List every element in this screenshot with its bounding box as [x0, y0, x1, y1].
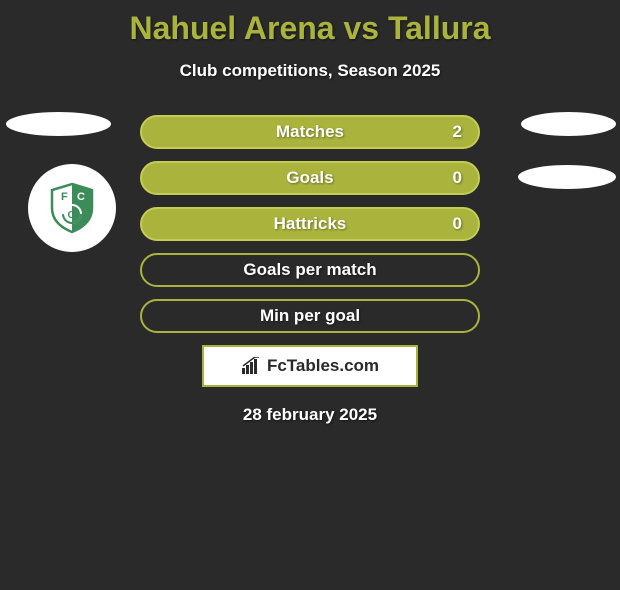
content-area: F C O Matches 2 Goals 0 Hattricks 0 Goals per …	[0, 115, 620, 425]
stat-row-goals-per-match: Goals per match	[140, 253, 480, 287]
date-text: 28 february 2025	[0, 405, 620, 425]
svg-text:C: C	[77, 191, 85, 203]
club-logo-circle: F C O	[28, 164, 116, 252]
player-ellipse-right-1	[521, 112, 616, 136]
club-logo-icon: F C O	[44, 180, 100, 236]
stat-value: 0	[453, 214, 462, 234]
svg-text:O: O	[68, 210, 76, 221]
page-title: Nahuel Arena vs Tallura	[0, 10, 620, 47]
stat-label: Matches	[276, 122, 344, 142]
player-ellipse-left	[6, 112, 111, 136]
stat-row-goals: Goals 0	[140, 161, 480, 195]
stat-label: Hattricks	[274, 214, 347, 234]
subtitle: Club competitions, Season 2025	[0, 61, 620, 81]
player-ellipse-right-2	[518, 165, 616, 189]
bar-chart-icon	[241, 357, 263, 375]
stat-value: 0	[453, 168, 462, 188]
stat-label: Min per goal	[260, 306, 360, 326]
brand-text: FcTables.com	[267, 356, 379, 376]
stat-value: 2	[453, 122, 462, 142]
stat-row-hattricks: Hattricks 0	[140, 207, 480, 241]
stat-row-min-per-goal: Min per goal	[140, 299, 480, 333]
brand-box: FcTables.com	[202, 345, 418, 387]
svg-text:F: F	[61, 191, 68, 203]
stats-rows: Matches 2 Goals 0 Hattricks 0 Goals per match M…	[140, 115, 480, 333]
stat-label: Goals per match	[243, 260, 376, 280]
stat-label: Goals	[286, 168, 333, 188]
stat-row-matches: Matches 2	[140, 115, 480, 149]
